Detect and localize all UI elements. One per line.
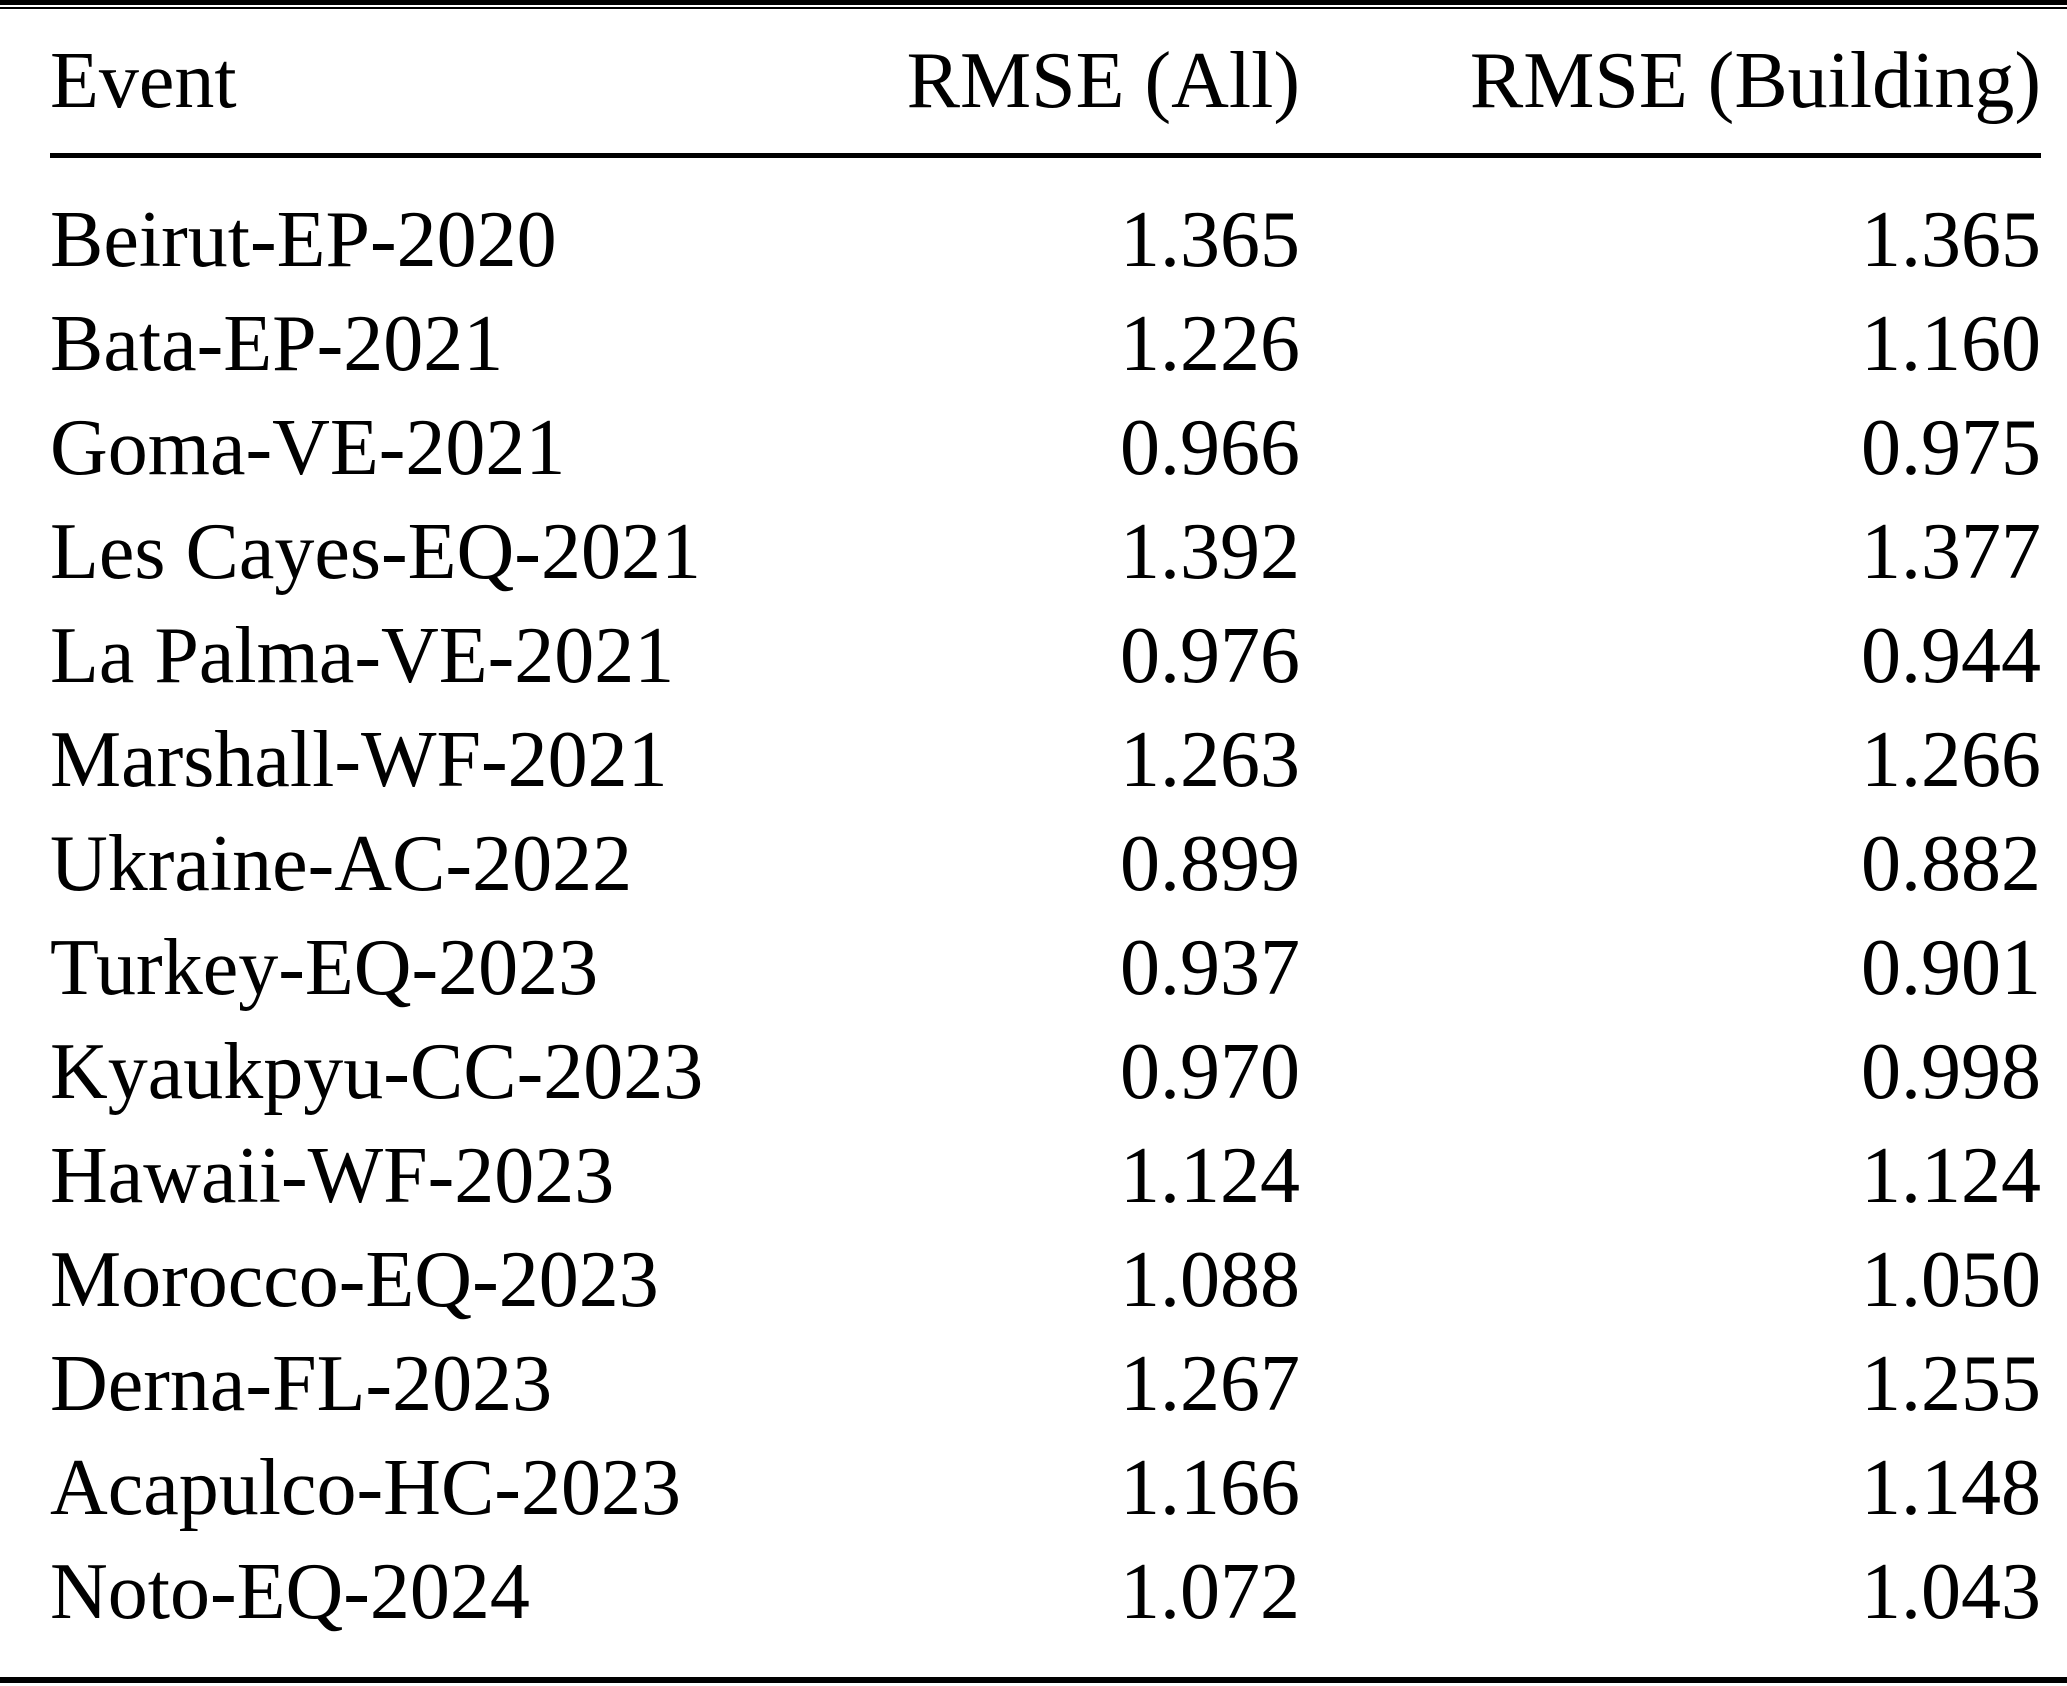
rmse-building-cell: 1.043 bbox=[1861, 1548, 2041, 1636]
table-row: Hawaii-WF-2023 1.124 1.124 bbox=[50, 1124, 2041, 1228]
table-body: Beirut-EP-2020 1.365 1.365 Bata-EP-2021 1.22… bbox=[50, 156, 2041, 1645]
table-header: Event RMSE (All) RMSE (Building) bbox=[50, 9, 2041, 158]
rmse-all-cell: 1.226 bbox=[1120, 300, 1300, 388]
rmse-building-cell: 0.882 bbox=[1861, 820, 2041, 908]
event-cell: Les Cayes-EQ-2021 bbox=[50, 508, 701, 596]
event-cell: Kyaukpyu-CC-2023 bbox=[50, 1028, 704, 1116]
table-row: Marshall-WF-2021 1.263 1.266 bbox=[50, 708, 2041, 812]
rmse-all-cell: 1.365 bbox=[1120, 196, 1300, 284]
event-cell: Bata-EP-2021 bbox=[50, 300, 504, 388]
rmse-all-cell: 0.966 bbox=[1120, 404, 1300, 492]
table-row: Goma-VE-2021 0.966 0.975 bbox=[50, 396, 2041, 500]
rmse-building-cell: 1.148 bbox=[1861, 1444, 2041, 1532]
event-cell: Noto-EQ-2024 bbox=[50, 1548, 530, 1636]
event-cell: Turkey-EQ-2023 bbox=[50, 924, 599, 1012]
rmse-all-cell: 1.392 bbox=[1120, 508, 1300, 596]
rmse-all-cell: 1.166 bbox=[1120, 1444, 1300, 1532]
rmse-building-cell: 0.975 bbox=[1861, 404, 2041, 492]
header-row: Event RMSE (All) RMSE (Building) bbox=[50, 9, 2041, 158]
table-row: Morocco-EQ-2023 1.088 1.050 bbox=[50, 1228, 2041, 1332]
event-cell: Goma-VE-2021 bbox=[50, 404, 566, 492]
rmse-all-cell: 1.088 bbox=[1120, 1236, 1300, 1324]
rmse-building-cell: 1.255 bbox=[1861, 1340, 2041, 1428]
table-row: Noto-EQ-2024 1.072 1.043 bbox=[50, 1540, 2041, 1644]
table-top-rule-thin bbox=[0, 7, 2067, 9]
table-row: Ukraine-AC-2022 0.899 0.882 bbox=[50, 812, 2041, 916]
column-header-rmse-building: RMSE (Building) bbox=[1300, 9, 2041, 158]
rmse-all-cell: 0.937 bbox=[1120, 924, 1300, 1012]
column-header-rmse-all: RMSE (All) bbox=[800, 9, 1300, 158]
rmse-building-cell: 1.377 bbox=[1861, 508, 2041, 596]
rmse-table: Event RMSE (All) RMSE (Building) Beirut-… bbox=[50, 9, 2041, 1644]
table-top-rule-thick bbox=[0, 0, 2067, 5]
table-row: La Palma-VE-2021 0.976 0.944 bbox=[50, 604, 2041, 708]
table-bottom-rule bbox=[0, 1677, 2067, 1683]
rmse-all-cell: 0.970 bbox=[1120, 1028, 1300, 1116]
table-row: Derna-FL-2023 1.267 1.255 bbox=[50, 1332, 2041, 1436]
table-row: Les Cayes-EQ-2021 1.392 1.377 bbox=[50, 500, 2041, 604]
rmse-all-cell: 1.263 bbox=[1120, 716, 1300, 804]
table-row: Acapulco-HC-2023 1.166 1.148 bbox=[50, 1436, 2041, 1540]
event-cell: Marshall-WF-2021 bbox=[50, 716, 668, 804]
event-cell: Acapulco-HC-2023 bbox=[50, 1444, 681, 1532]
rmse-building-cell: 0.998 bbox=[1861, 1028, 2041, 1116]
event-cell: Morocco-EQ-2023 bbox=[50, 1236, 659, 1324]
rmse-building-cell: 0.944 bbox=[1861, 612, 2041, 700]
table-row: Kyaukpyu-CC-2023 0.970 0.998 bbox=[50, 1020, 2041, 1124]
rmse-building-cell: 1.050 bbox=[1861, 1236, 2041, 1324]
rmse-all-cell: 1.124 bbox=[1120, 1132, 1300, 1220]
rmse-all-cell: 1.072 bbox=[1120, 1548, 1300, 1636]
event-cell: Beirut-EP-2020 bbox=[50, 196, 557, 284]
table-row: Beirut-EP-2020 1.365 1.365 bbox=[50, 156, 2041, 293]
rmse-building-cell: 0.901 bbox=[1861, 924, 2041, 1012]
event-cell: La Palma-VE-2021 bbox=[50, 612, 675, 700]
rmse-building-cell: 1.266 bbox=[1861, 716, 2041, 804]
event-cell: Derna-FL-2023 bbox=[50, 1340, 553, 1428]
rmse-building-cell: 1.160 bbox=[1861, 300, 2041, 388]
rmse-all-cell: 1.267 bbox=[1120, 1340, 1300, 1428]
event-cell: Ukraine-AC-2022 bbox=[50, 820, 633, 908]
table-row: Turkey-EQ-2023 0.937 0.901 bbox=[50, 916, 2041, 1020]
rmse-building-cell: 1.365 bbox=[1861, 196, 2041, 284]
table-row: Bata-EP-2021 1.226 1.160 bbox=[50, 292, 2041, 396]
rmse-all-cell: 0.899 bbox=[1120, 820, 1300, 908]
column-header-event: Event bbox=[50, 9, 800, 158]
rmse-all-cell: 0.976 bbox=[1120, 612, 1300, 700]
rmse-building-cell: 1.124 bbox=[1861, 1132, 2041, 1220]
event-cell: Hawaii-WF-2023 bbox=[50, 1132, 615, 1220]
